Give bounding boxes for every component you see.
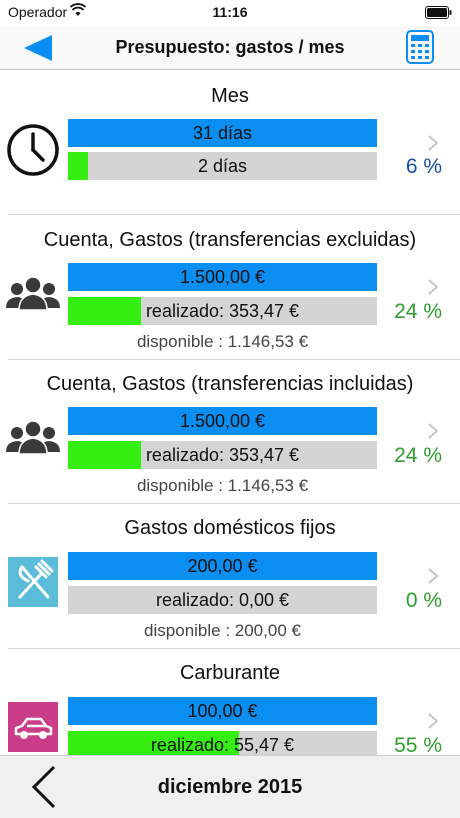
- budget-item-cuenta-excluidas[interactable]: Cuenta, Gastos (transferencias excluidas…: [0, 216, 460, 360]
- budget-total-bar: 100,00 €: [68, 697, 377, 725]
- progress-label: realizado: 55,47 €: [150, 735, 295, 755]
- chevron-right-icon: [428, 135, 438, 151]
- month-navigation-bar: diciembre 2015: [0, 755, 460, 818]
- budget-title: Cuenta, Gastos (transferencias incluidas…: [46, 373, 414, 395]
- budget-total-bar: 1.500,00 €: [68, 407, 377, 435]
- progress-fill: [68, 441, 141, 469]
- budget-progress-bar: realizado: 0,00 €: [68, 586, 377, 614]
- budget-total-bar: 200,00 €: [68, 552, 377, 580]
- budget-item-cuenta-incluidas[interactable]: Cuenta, Gastos (transferencias incluidas…: [0, 360, 460, 505]
- people-icon: [6, 276, 60, 311]
- battery-icon: [425, 6, 452, 19]
- nav-bar: Presupuesto: gastos / mes: [0, 26, 460, 70]
- previous-month-button[interactable]: [30, 765, 60, 809]
- progress-label: 2 días: [197, 156, 248, 176]
- car-icon: [8, 702, 58, 752]
- budget-progress-bar: realizado: 55,47 €: [68, 731, 377, 755]
- progress-label: realizado: 353,47 €: [145, 445, 300, 465]
- divider: [8, 359, 460, 360]
- budget-percent: 0 %: [405, 589, 442, 612]
- budget-title: Mes: [211, 85, 249, 107]
- budget-item-carburante[interactable]: Carburante 100,00 € realizado: 55,47 € 5…: [0, 650, 460, 755]
- status-bar: Operador 11:16: [0, 0, 460, 26]
- budget-percent: 24 %: [394, 444, 442, 467]
- budget-item-gastos-domesticos[interactable]: Gastos domésticos fijos 200,00 € realiza…: [0, 505, 460, 650]
- chevron-right-icon: [428, 713, 438, 729]
- page-title: Presupuesto: gastos / mes: [115, 37, 345, 57]
- chevron-right-icon: [428, 568, 438, 584]
- divider: [8, 214, 460, 215]
- divider: [8, 648, 460, 649]
- available-label: disponible : 200,00 €: [144, 621, 301, 640]
- progress-fill: [68, 731, 240, 755]
- status-time: 11:16: [212, 4, 248, 20]
- progress-fill: [68, 152, 89, 180]
- budget-percent: 24 %: [394, 300, 442, 323]
- budget-progress-bar: 2 días: [68, 152, 377, 180]
- budget-title: Carburante: [179, 662, 281, 684]
- current-month: diciembre 2015: [157, 776, 303, 798]
- progress-fill: [68, 297, 141, 325]
- budget-title: Gastos domésticos fijos: [124, 517, 336, 539]
- carrier-label: Operador: [8, 4, 68, 20]
- budget-percent: 6 %: [405, 155, 442, 178]
- budget-percent: 55 %: [394, 734, 442, 755]
- budget-total-bar: 31 días: [68, 119, 377, 147]
- budget-progress-bar: realizado: 353,47 €: [68, 297, 377, 325]
- budget-progress-bar: realizado: 353,47 €: [68, 441, 377, 469]
- chevron-right-icon: [428, 279, 438, 295]
- budget-total-bar: 1.500,00 €: [68, 263, 377, 291]
- budget-item-mes[interactable]: Mes 31 días 2 días 6 %: [0, 71, 460, 216]
- clock-icon: [7, 124, 59, 176]
- progress-label: realizado: 0,00 €: [155, 590, 290, 610]
- progress-label: realizado: 353,47 €: [145, 301, 300, 321]
- back-arrow-button[interactable]: [22, 34, 54, 62]
- chevron-right-icon: [428, 423, 438, 439]
- divider: [8, 503, 460, 504]
- people-icon: [6, 420, 60, 455]
- budget-title: Cuenta, Gastos (transferencias excluidas…: [43, 229, 417, 251]
- wifi-icon: [70, 3, 86, 16]
- available-label: disponible : 1.146,53 €: [136, 476, 309, 495]
- available-label: disponible : 1.146,53 €: [136, 332, 309, 351]
- fork-knife-icon: [8, 557, 58, 607]
- calculator-icon[interactable]: [406, 30, 434, 64]
- budget-list: Mes 31 días 2 días 6 % Cuenta, Gastos (t…: [0, 71, 460, 755]
